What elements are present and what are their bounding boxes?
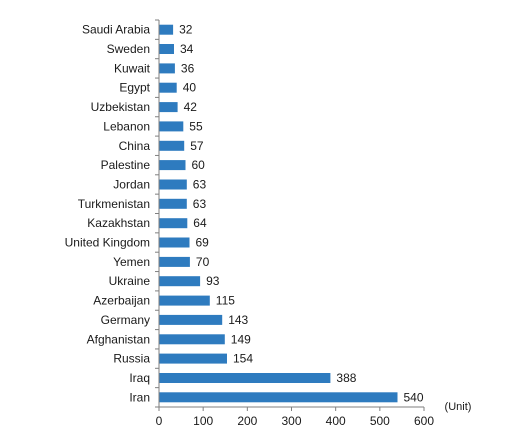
category-label: Ukraine bbox=[109, 274, 151, 288]
value-label: 115 bbox=[216, 294, 235, 308]
bar-kazakhstan bbox=[159, 218, 188, 229]
category-label: Russia bbox=[113, 352, 150, 366]
value-label: 60 bbox=[192, 158, 206, 172]
value-label: 34 bbox=[180, 42, 194, 56]
bar-azerbaijan bbox=[159, 295, 210, 306]
bar-iraq bbox=[159, 373, 331, 383]
x-tick-label: 100 bbox=[193, 414, 213, 428]
axes: 0 100 200 300 400 500 600 bbox=[155, 19, 434, 428]
category-labels: Saudi Arabia Sweden Kuwait Egypt Uzbekistan L… bbox=[65, 23, 151, 405]
value-label: 32 bbox=[179, 23, 193, 37]
category-label: Iraq bbox=[129, 371, 150, 385]
value-label: 63 bbox=[193, 197, 207, 211]
bar-ukraine bbox=[159, 276, 201, 287]
x-tick-label: 300 bbox=[281, 414, 301, 428]
value-label: 154 bbox=[233, 352, 253, 366]
unit-label: (Unit) bbox=[445, 401, 472, 413]
category-label: Kuwait bbox=[114, 61, 151, 75]
x-tick-label: 600 bbox=[414, 414, 434, 428]
bar-kuwait bbox=[159, 63, 175, 74]
value-label: 57 bbox=[190, 139, 204, 153]
category-label: Saudi Arabia bbox=[82, 23, 150, 37]
x-tick-label: 0 bbox=[156, 414, 163, 428]
value-label: 149 bbox=[231, 332, 251, 346]
value-label: 540 bbox=[404, 390, 424, 404]
bar-russia bbox=[159, 353, 227, 364]
bar-yemen bbox=[159, 256, 190, 267]
category-label: Kazakhstan bbox=[87, 216, 150, 230]
category-label: Palestine bbox=[101, 158, 151, 172]
category-label: Germany bbox=[101, 313, 150, 327]
bar-saudi-arabia bbox=[159, 24, 174, 35]
bar-china bbox=[159, 140, 185, 151]
bars-group bbox=[159, 24, 398, 403]
category-label: Yemen bbox=[113, 255, 150, 269]
value-label: 40 bbox=[183, 81, 197, 95]
bar-lebanon bbox=[159, 121, 184, 132]
value-label: 42 bbox=[184, 100, 198, 114]
category-label: United Kingdom bbox=[65, 236, 150, 250]
category-label: Afghanistan bbox=[87, 332, 150, 346]
category-label: Egypt bbox=[119, 81, 150, 95]
bar-egypt bbox=[159, 82, 177, 93]
value-label: 70 bbox=[196, 255, 210, 269]
category-label: Turkmenistan bbox=[78, 197, 150, 211]
value-label: 93 bbox=[206, 274, 220, 288]
value-label: 69 bbox=[196, 236, 210, 250]
value-label: 63 bbox=[193, 178, 207, 192]
category-label: Uzbekistan bbox=[91, 100, 150, 114]
x-tick-label: 200 bbox=[237, 414, 257, 428]
value-labels: 32 34 36 40 42 55 57 60 63 63 64 69 70 93 115 143 149 154… bbox=[179, 23, 424, 405]
category-label: Jordan bbox=[113, 178, 150, 192]
value-label: 64 bbox=[193, 216, 207, 230]
value-label: 388 bbox=[336, 371, 356, 385]
value-label: 55 bbox=[189, 119, 203, 133]
bar-uzbekistan bbox=[159, 102, 178, 113]
bar-palestine bbox=[159, 160, 186, 171]
bar-germany bbox=[159, 314, 223, 325]
x-tick-label: 500 bbox=[370, 414, 390, 428]
category-label: Lebanon bbox=[103, 119, 150, 133]
category-label: China bbox=[119, 139, 151, 153]
bar-iran bbox=[159, 392, 398, 403]
category-label: Azerbaijan bbox=[93, 294, 150, 308]
x-tick-label: 400 bbox=[326, 414, 346, 428]
bar-sweden bbox=[159, 44, 174, 54]
bar-united-kingdom bbox=[159, 237, 190, 248]
bar-jordan bbox=[159, 179, 187, 190]
value-label: 36 bbox=[181, 61, 195, 75]
bar-afghanistan bbox=[159, 334, 225, 345]
bar-turkmenistan bbox=[159, 198, 187, 209]
category-label: Sweden bbox=[107, 42, 150, 56]
value-label: 143 bbox=[228, 313, 248, 327]
category-label: Iran bbox=[129, 390, 150, 404]
